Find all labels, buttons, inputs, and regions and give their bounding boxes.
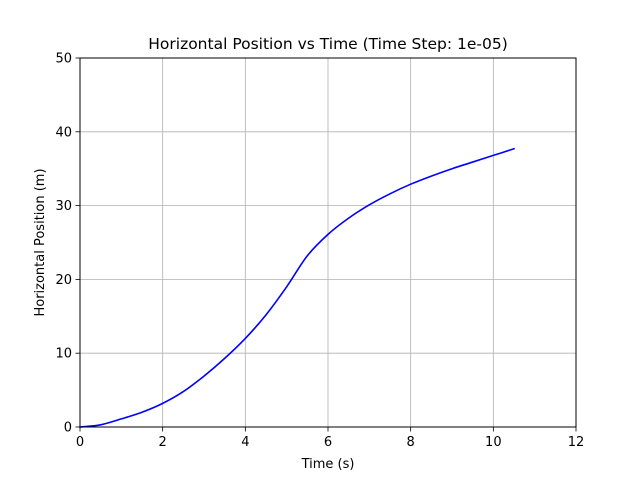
y-tick-label: 10	[55, 347, 72, 362]
series-line-0	[79, 147, 516, 428]
y-tick-label: 0	[64, 421, 72, 436]
x-tick-label: 4	[241, 435, 249, 450]
series-layer	[79, 147, 516, 428]
y-tick-label: 20	[55, 273, 72, 288]
y-tick-label: 40	[55, 125, 72, 140]
y-tick-label: 30	[55, 199, 72, 214]
y-tick-label: 50	[55, 52, 72, 67]
grid	[79, 57, 577, 428]
x-tick-label: 6	[324, 435, 332, 450]
x-tick-label: 10	[485, 435, 502, 450]
x-axis-title: Time (s)	[301, 457, 355, 472]
y-axis-title: Horizontal Position (m)	[33, 168, 48, 316]
x-tick-label: 8	[407, 435, 415, 450]
chart-title: Horizontal Position vs Time (Time Step: …	[148, 35, 508, 53]
axis-ticks: 0 2 4 6 8 10 12 0 10 20 30 40 50	[55, 52, 584, 451]
x-tick-label: 0	[76, 435, 84, 450]
x-tick-label: 2	[159, 435, 167, 450]
x-tick-label: 12	[568, 435, 585, 450]
